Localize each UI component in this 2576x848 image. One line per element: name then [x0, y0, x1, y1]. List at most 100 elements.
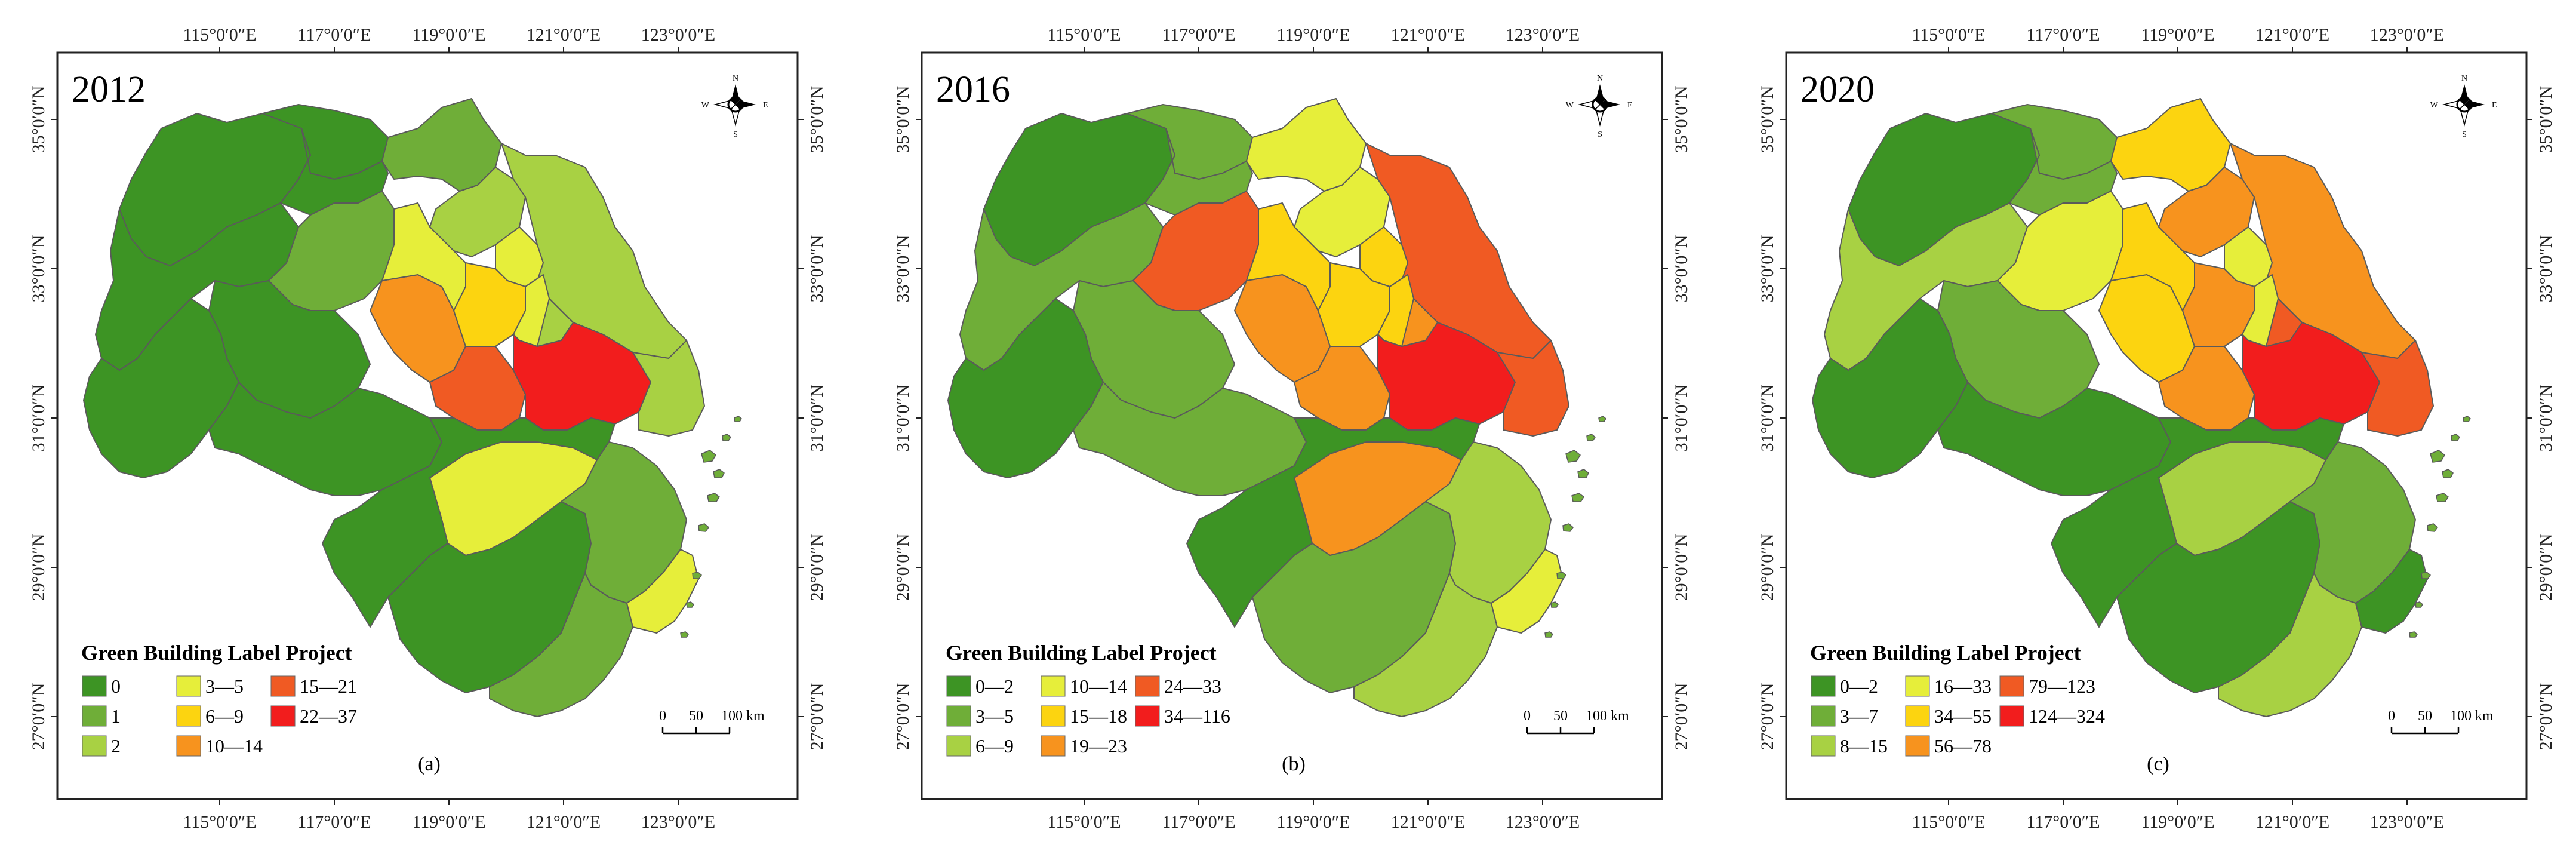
- region-east1: [2266, 298, 2303, 347]
- lon-label-bottom: 121°0′0″E: [527, 812, 601, 832]
- choropleth-map: [83, 98, 742, 717]
- lat-label-right: 29°0′0″N: [807, 534, 827, 601]
- legend-label: 3—7: [1840, 705, 1878, 727]
- legend-swatch: [176, 705, 201, 727]
- compass-letter-s: S: [2462, 130, 2467, 139]
- scale-bar: 0 50 100 km: [1524, 708, 1629, 735]
- island: [2430, 450, 2445, 463]
- lat-label-left: 27°0′0″N: [893, 683, 913, 751]
- region-se2: [489, 573, 633, 717]
- lon-label-top: 115°0′0″E: [1912, 25, 1985, 45]
- map-svg: 115°0′0″E 115°0′0″E 117°0′0″E 117°0′0″E 119°…: [29, 25, 827, 832]
- lon-label-top: 117°0′0″E: [297, 25, 371, 45]
- island: [2436, 493, 2449, 502]
- map-panel-2012: 115°0′0″E 115°0′0″E 117°0′0″E 117°0′0″E 119°…: [0, 0, 858, 848]
- lat-label-right: 31°0′0″N: [807, 385, 827, 452]
- lat-label-left: 35°0′0″N: [29, 86, 48, 153]
- scale-label: 100 km: [2450, 708, 2494, 724]
- legend-label: 0: [111, 675, 121, 697]
- lat-label-right: 35°0′0″N: [1672, 86, 1691, 153]
- island: [2442, 469, 2454, 478]
- lat-label-right: 31°0′0″N: [2536, 385, 2556, 452]
- lat-label-right: 35°0′0″N: [2536, 86, 2556, 153]
- island: [686, 601, 694, 608]
- island: [1598, 416, 1606, 422]
- compass-letter-w: W: [1566, 101, 1574, 110]
- lon-label-bottom: 119°0′0″E: [1276, 812, 1350, 832]
- legend-swatch: [176, 735, 201, 757]
- region-se2: [1353, 573, 1498, 717]
- legend-swatch: [82, 705, 107, 727]
- lon-label-bottom: 123°0′0″E: [2370, 812, 2444, 832]
- legend-swatch: [1041, 675, 1066, 697]
- legend-swatch: [82, 735, 107, 757]
- legend-title: Green Building Label Project: [1810, 641, 2081, 665]
- scale-label: 0: [1524, 708, 1531, 724]
- lat-label-left: 29°0′0″N: [1758, 534, 1777, 601]
- lat-label-right: 27°0′0″N: [807, 683, 827, 751]
- legend: Green Building Label Project 0—2 3—7 8—15 16…: [1810, 641, 2105, 757]
- lon-label-top: 121°0′0″E: [527, 25, 601, 45]
- lat-label-left: 27°0′0″N: [1758, 683, 1777, 751]
- lon-label-bottom: 115°0′0″E: [1912, 812, 1985, 832]
- region-se2: [2218, 573, 2362, 717]
- lat-label-left: 31°0′0″N: [893, 385, 913, 452]
- compass-letter-e: E: [1627, 101, 1633, 110]
- scale-bar: 0 50 100 km: [659, 708, 765, 735]
- lon-label-top: 115°0′0″E: [1047, 25, 1121, 45]
- legend-swatch: [82, 675, 107, 697]
- legend-label: 3—5: [975, 705, 1014, 727]
- island: [692, 572, 702, 579]
- legend-title: Green Building Label Project: [81, 641, 352, 665]
- legend-swatch: [946, 705, 971, 727]
- legend-label: 6—9: [975, 735, 1014, 757]
- compass-letter-s: S: [1598, 130, 1602, 139]
- legend-label: 8—15: [1840, 735, 1888, 757]
- scale-label: 0: [2388, 708, 2395, 724]
- legend-label: 6—9: [205, 705, 244, 727]
- legend-label: 34—116: [1164, 705, 1230, 727]
- region-east2: [2361, 340, 2434, 437]
- legend-swatch: [1905, 675, 1930, 697]
- island: [1565, 450, 1581, 463]
- lat-label-left: 33°0′0″N: [1758, 235, 1777, 303]
- legend-label: 79—123: [2029, 675, 2095, 697]
- lat-label-right: 33°0′0″N: [1672, 235, 1691, 303]
- region-se3: [626, 549, 699, 634]
- region-east1: [1401, 298, 1438, 347]
- lat-label-right: 29°0′0″N: [1672, 534, 1691, 601]
- legend-label: 15—21: [300, 675, 357, 697]
- legend: Green Building Label Project 0 1 2 3—5 6—9 10—…: [81, 641, 357, 757]
- legend-label: 3—5: [205, 675, 244, 697]
- legend-title: Green Building Label Project: [946, 641, 1217, 665]
- lon-label-bottom: 117°0′0″E: [297, 812, 371, 832]
- compass-letter-e: E: [2492, 101, 2497, 110]
- map-svg: 115°0′0″E 115°0′0″E 117°0′0″E 117°0′0″E 119°…: [1758, 25, 2556, 832]
- legend-swatch: [1811, 705, 1836, 727]
- lon-label-top: 121°0′0″E: [2255, 25, 2329, 45]
- lat-label-right: 31°0′0″N: [1672, 385, 1691, 452]
- island: [2427, 523, 2439, 532]
- map-svg: 115°0′0″E 115°0′0″E 117°0′0″E 117°0′0″E 119°…: [893, 25, 1691, 832]
- lat-label-left: 29°0′0″N: [29, 534, 48, 601]
- legend-swatch: [1999, 675, 2024, 697]
- lon-label-bottom: 117°0′0″E: [2026, 812, 2100, 832]
- lat-label-left: 31°0′0″N: [1758, 385, 1777, 452]
- island: [701, 450, 716, 463]
- lat-label-left: 33°0′0″N: [29, 235, 48, 303]
- panel-label: (c): [2147, 753, 2169, 775]
- map-frame: [1785, 51, 2528, 800]
- legend-label: 56—78: [1934, 735, 1992, 757]
- region-east2: [632, 340, 705, 437]
- legend-label: 1: [111, 705, 121, 727]
- legend-label: 10—14: [205, 735, 263, 757]
- compass-letter-n: N: [1597, 74, 1603, 83]
- island: [707, 493, 721, 502]
- region-se3: [2355, 549, 2428, 634]
- lon-label-top: 119°0′0″E: [1276, 25, 1350, 45]
- scale-label: 50: [2418, 708, 2432, 724]
- island: [1586, 434, 1596, 441]
- region-n1: [2110, 98, 2231, 192]
- island: [2415, 601, 2423, 608]
- island: [2463, 416, 2471, 422]
